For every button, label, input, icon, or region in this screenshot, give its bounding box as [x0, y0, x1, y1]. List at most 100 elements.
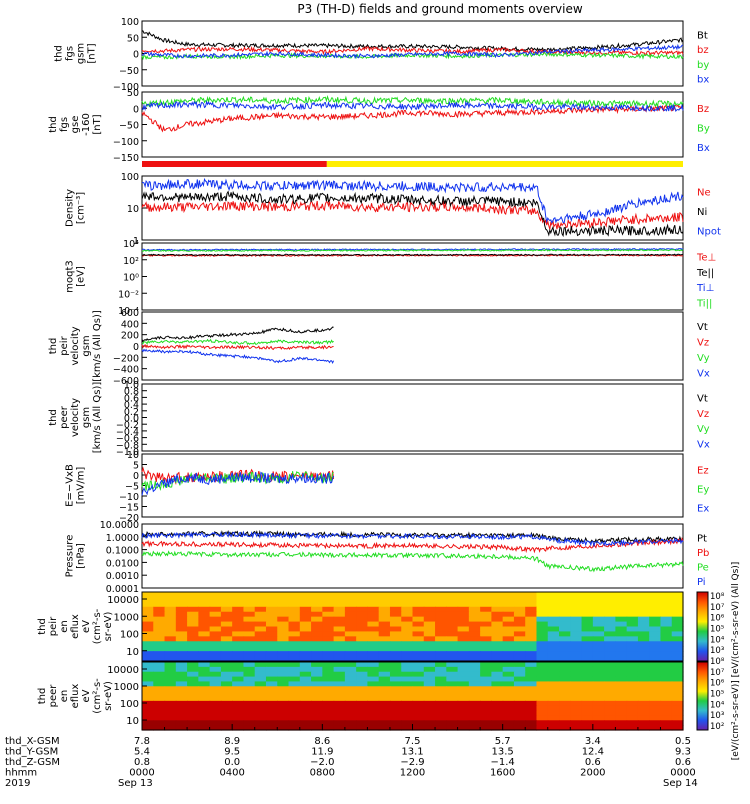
- panel-ylabel-line: eV: [81, 620, 92, 633]
- series-vz-line: [141, 343, 334, 351]
- y-tick-label: 0.4: [124, 400, 139, 411]
- panel-ylabel-line: [nT]: [87, 43, 98, 63]
- y-tick-label: −15: [119, 503, 139, 514]
- legends: Bt bz by bx Bz By Bx Ne Ni Npot Te⊥ Te|| Ti⊥ Ti|| Vt Vz…: [696, 30, 721, 587]
- legend-item: Vt: [697, 322, 708, 333]
- panel-peer_eflux: 10000 1000 100 10 thd peer en eflux eV (cm²‑s‑ sr‑…: [37, 661, 684, 731]
- x-column-value: −2.9: [400, 757, 424, 768]
- x-column-value: 7.8: [134, 736, 150, 747]
- y-tick-label: 10.0000: [100, 520, 139, 531]
- y-tick-label: 0: [133, 471, 139, 482]
- y-tick-label: 10⁻⁴: [118, 306, 139, 317]
- series-ni-line: [141, 190, 684, 238]
- y-tick-label: −100: [113, 82, 139, 93]
- y-tick-label: 10²: [123, 256, 139, 267]
- legend-item: Te||: [696, 268, 714, 279]
- y-tick-label: 100: [120, 630, 139, 641]
- panel-ylabel-line: eV: [81, 689, 92, 702]
- series-bz-line: [141, 45, 684, 57]
- legend-item: Bz: [697, 104, 709, 115]
- colorbar-tick: 10⁴: [710, 635, 725, 645]
- panel-ylabel-line: thd: [48, 116, 59, 133]
- y-tick-label: −100: [113, 137, 139, 148]
- x-column-value: 12.4: [582, 747, 604, 758]
- panel-ylabel-line: eflux: [70, 684, 81, 709]
- colorbar-tick: 10³: [710, 711, 724, 721]
- legend-item: Vy: [697, 424, 710, 435]
- x-axis-labels: thd_X-GSMthd_Y-GSMthd_Z-GSMhhmm20197.85.…: [5, 724, 698, 789]
- x-column-value: 1600: [490, 768, 515, 779]
- panel-ylabel-line: peir: [48, 616, 59, 636]
- x-column-value: 11.9: [311, 747, 333, 758]
- series-pb-line: [141, 536, 684, 554]
- panel-temperature: 10⁴ 10² 10⁰ 10⁻² 10⁻⁴ moqt3 [eV]: [65, 239, 684, 317]
- y-tick-label: 600: [121, 308, 139, 319]
- mode-bar-slow-survey: [142, 161, 327, 167]
- x-column-value: 0000: [670, 768, 695, 779]
- series-by-line: [141, 95, 684, 109]
- y-tick-label: 0.8: [124, 387, 139, 398]
- legend-item: Vy: [697, 353, 710, 364]
- y-tick-label: −20: [119, 513, 139, 524]
- legend-item: bx: [697, 75, 709, 86]
- legend-item: By: [697, 124, 710, 135]
- x-column-value: 3.4: [585, 736, 601, 747]
- x-column-value: 0800: [310, 768, 335, 779]
- panel-ylabel-line: thd: [37, 618, 48, 635]
- y-tick-label: −10: [119, 492, 139, 503]
- y-tick-label: 10: [126, 716, 139, 727]
- y-tick-label: 0.0010: [106, 571, 139, 582]
- x-column-value: Sep 14: [663, 778, 698, 789]
- y-tick-label: 10000: [107, 665, 139, 676]
- panel-density: 100 10 1 Density [cm⁻³]: [65, 172, 684, 247]
- series-vx-line: [141, 348, 335, 364]
- panel-ylabel-line: thd: [54, 45, 65, 62]
- y-tick-label: 0.0: [124, 414, 139, 425]
- x-column-value: 0400: [219, 768, 244, 779]
- colorbar-label: [eV/(cm²-s-sr-eV)] [eV/(cm²-s-sr-eV) (Al…: [731, 562, 741, 761]
- legend-item: Vz: [697, 337, 709, 348]
- panel-ylabel-line: -160: [81, 113, 92, 136]
- y-tick-label: 10: [126, 647, 139, 658]
- colorbar-tick: 10³: [710, 646, 724, 656]
- series-ex-line: [141, 471, 335, 496]
- y-tick-label: 50: [127, 33, 139, 44]
- x-column-value: 2000: [580, 768, 605, 779]
- x-column-value: 5.4: [134, 747, 150, 758]
- y-tick-label: 0.2: [124, 407, 139, 418]
- panel-ylabel-line: thd: [48, 338, 59, 355]
- panel-ylabel-line: [nPa]: [76, 543, 87, 569]
- x-column-value: −1.4: [491, 757, 515, 768]
- x-column-value: 7.5: [405, 736, 421, 747]
- legend-item: Ez: [697, 466, 709, 477]
- y-tick-label: 100: [120, 699, 139, 710]
- panel-ylabel-line: [eV]: [76, 266, 87, 287]
- panel-ylabel-line: sr‑eV): [103, 681, 114, 711]
- y-tick-label: 10: [127, 450, 139, 461]
- colorbar-tick: 10⁵: [710, 625, 724, 635]
- x-column-value: 13.1: [401, 747, 423, 758]
- panel-pressure: 10.0000 1.0000 0.10000.0100 0.0010 0.0001 Pre…: [65, 520, 684, 595]
- series-bx-line: [141, 43, 684, 60]
- legend-item: Pi: [697, 577, 706, 588]
- legend-item: Ey: [697, 485, 709, 496]
- colorbar-tick: 10⁸: [710, 657, 725, 667]
- legend-item: Vz: [697, 409, 709, 420]
- x-column-value: 1200: [400, 768, 425, 779]
- x-column-value: 5.7: [495, 736, 511, 747]
- mode-bar: [142, 156, 683, 167]
- panel-ylabel-line: gsm: [76, 43, 87, 64]
- series-vt-line: [141, 326, 334, 343]
- y-tick-label: −600: [113, 376, 139, 387]
- x-column-value: 13.5: [492, 747, 514, 758]
- series-vy-line: [141, 338, 334, 346]
- series-npot-line: [141, 177, 684, 224]
- legend-item: Pb: [697, 548, 709, 559]
- panel-ylabel-line: en: [59, 620, 70, 633]
- y-tick-label: −200: [113, 353, 139, 364]
- x-column-value: 0.6: [585, 757, 601, 768]
- colorbar-tick: 10⁵: [710, 690, 724, 700]
- panel-frame: [141, 242, 684, 311]
